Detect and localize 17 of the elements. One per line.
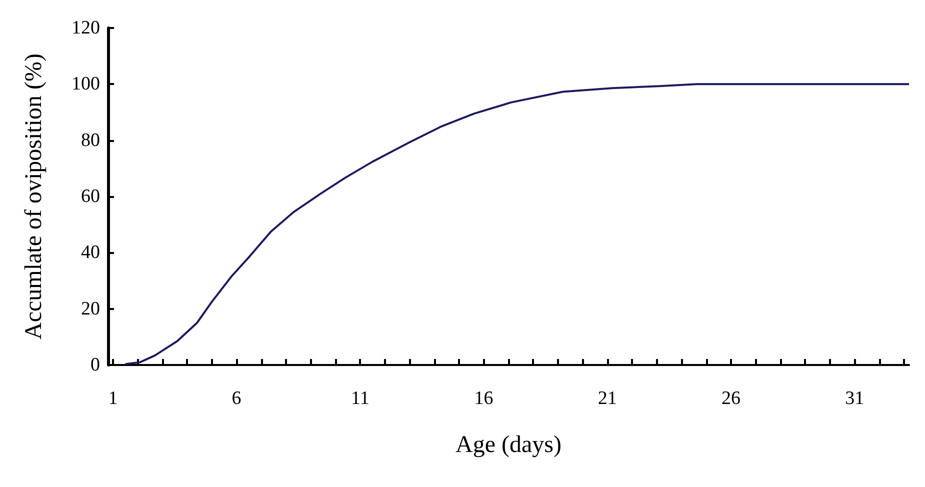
x-tick-label: 31	[845, 388, 864, 409]
y-tick-label: 100	[72, 74, 100, 95]
y-tick-label: 20	[81, 298, 100, 320]
x-tick-label: 26	[722, 388, 740, 409]
y-tick-label: 40	[81, 242, 100, 264]
x-tick-label: 11	[351, 388, 370, 409]
y-tick-label: 80	[81, 130, 100, 151]
y-axis-title: Accumlate of oviposition (%)	[21, 54, 47, 340]
x-tick-label: 16	[474, 388, 494, 409]
x-tick-label: 21	[598, 388, 617, 409]
line-series	[124, 83, 910, 366]
x-tick-label: 6	[232, 388, 242, 409]
x-tick-label: 1	[108, 388, 118, 409]
y-tick-label: 60	[81, 186, 100, 207]
y-tick-label: 120	[72, 18, 100, 38]
x-axis-title: Age (days)	[456, 432, 562, 458]
y-tick-label: 0	[90, 354, 100, 376]
